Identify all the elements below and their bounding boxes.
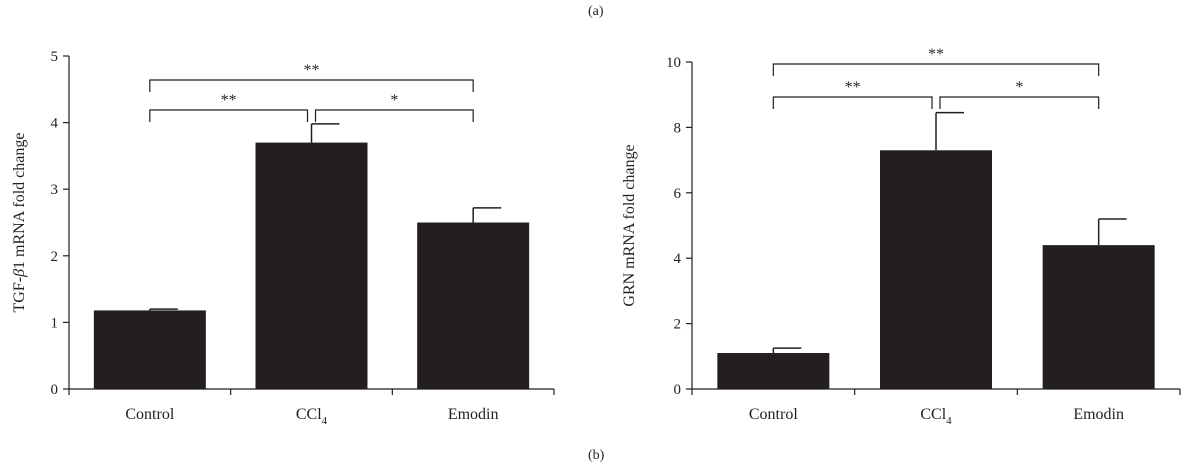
significance-bracket-ccl4-emodin-label: * — [390, 92, 398, 109]
y-axis-label: GRN mRNA fold change — [621, 144, 638, 306]
bar-emodin — [417, 222, 530, 389]
y-tick-label: 1 — [51, 315, 59, 331]
bar-ccl4 — [255, 142, 368, 389]
y-tick-label: 2 — [51, 249, 59, 265]
significance-bracket-control-emodin-label: ** — [928, 46, 944, 63]
y-tick-label: 3 — [51, 182, 59, 198]
y-tick-label: 4 — [51, 116, 59, 132]
significance-bracket-control-emodin — [772, 63, 1100, 76]
bar-ccl4 — [880, 150, 992, 389]
y-axis-label: TGF-β1 mRNA fold change — [11, 133, 28, 313]
y-tick-label: 0 — [674, 382, 682, 398]
significance-bracket-ccl4-emodin — [314, 109, 474, 122]
significance-bracket-ccl4-emodin — [939, 96, 1100, 109]
y-tick-label: 8 — [674, 120, 682, 136]
x-tick-label: Emodin — [448, 406, 499, 423]
x-tick-label: CCl4 — [296, 406, 328, 427]
x-tick-label: Control — [749, 406, 798, 423]
x-tick-label: CCl4 — [920, 406, 952, 427]
x-tick-label: Control — [125, 406, 174, 423]
y-tick-label: 6 — [674, 186, 682, 202]
significance-bracket-control-ccl4 — [149, 109, 309, 122]
significance-bracket-control-ccl4 — [772, 96, 933, 109]
significance-bracket-control-emodin — [149, 79, 474, 92]
y-tick-label: 4 — [674, 251, 682, 267]
significance-bracket-control-emodin-label: ** — [304, 62, 320, 79]
y-tick-label: 10 — [666, 55, 681, 71]
panel-label-b: (b) — [588, 448, 605, 463]
x-tick-label: Emodin — [1073, 406, 1124, 423]
significance-bracket-ccl4-emodin-label: * — [1015, 79, 1023, 96]
y-tick-label: 5 — [51, 49, 59, 65]
significance-bracket-control-ccl4-label: ** — [221, 92, 237, 109]
y-tick-label: 2 — [674, 317, 682, 333]
y-tick-label: 0 — [51, 382, 59, 398]
panel-label-a: (a) — [588, 4, 604, 19]
bar-emodin — [1042, 245, 1155, 389]
bar-control — [717, 353, 830, 389]
significance-bracket-control-ccl4-label: ** — [845, 79, 861, 96]
bar-control — [93, 310, 206, 389]
